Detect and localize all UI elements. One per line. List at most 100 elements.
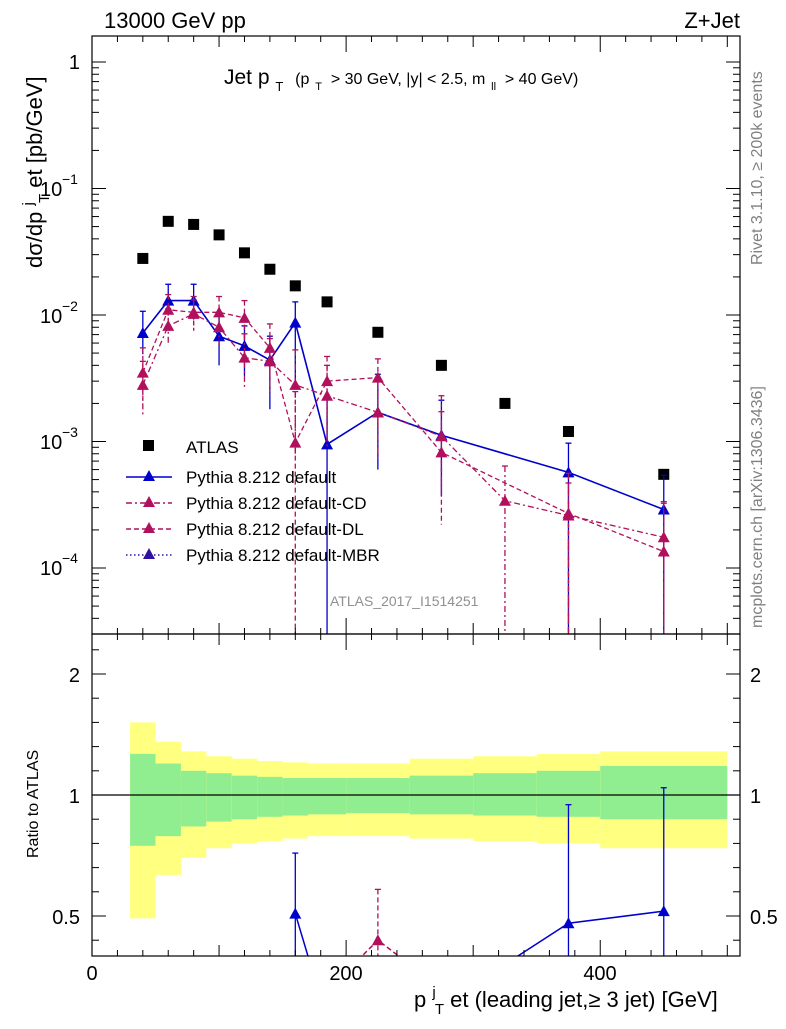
legend-label-dl: Pythia 8.212 default-DL <box>186 520 364 539</box>
ytick-1e-4: 10 −4 <box>40 550 78 580</box>
legend-marker-dl <box>143 522 155 533</box>
series-3-point-8 <box>371 371 384 383</box>
xlabel-j: j <box>431 984 435 1001</box>
series-2-point-4 <box>238 351 251 363</box>
main-ylabel-b: et [pb/GeV] <box>22 76 47 187</box>
atlas-point-0 <box>137 252 149 264</box>
ratio-1-point-1 <box>371 934 384 946</box>
ytick-1e-2: 10 −2 <box>40 298 78 328</box>
series-3-point-2 <box>187 306 200 318</box>
legend-label-default: Pythia 8.212 default <box>186 468 337 487</box>
main-ylabel-a: dσ/dp <box>22 212 47 268</box>
xlabel-T: T <box>435 1001 444 1018</box>
ratio-0-point-3 <box>435 963 447 974</box>
main-plot-series <box>136 215 670 634</box>
atlas-point-11 <box>562 425 574 437</box>
band-inner-4 <box>231 775 258 820</box>
series-3-point-7 <box>321 375 334 387</box>
atlas-point-4 <box>238 247 250 259</box>
ratio-0-point-5 <box>562 917 575 929</box>
series-3-point-6 <box>289 436 302 448</box>
series-3-point-0 <box>136 366 149 378</box>
band-inner-3 <box>206 773 232 822</box>
ytick-1e-4-base: 10 <box>40 558 62 580</box>
band-inner-5 <box>257 776 283 817</box>
axis-ticks <box>91 36 740 956</box>
legend-label-mbr: Pythia 8.212 default-MBR <box>186 546 380 565</box>
atlas-point-5 <box>264 263 276 275</box>
series-2-point-1 <box>162 319 175 331</box>
legend: ATLAS Pythia 8.212 default Pythia 8.212 … <box>126 438 380 565</box>
xlabel-rest: et (leading jet,≥ 3 jet) [GeV] <box>450 987 718 1012</box>
atlas-point-2 <box>188 218 200 230</box>
band-inner-6 <box>282 778 308 816</box>
band-inner-10 <box>473 773 537 816</box>
atlas-point-8 <box>372 326 384 338</box>
ytick-1e-2-exp: −2 <box>62 298 78 314</box>
main-frame <box>91 35 741 635</box>
band-inner-7 <box>308 778 347 815</box>
band-inner-1 <box>155 763 181 837</box>
xtick-0: 0 <box>86 963 97 985</box>
ytick-1: 1 <box>69 52 80 74</box>
legend-marker-cd <box>143 496 155 507</box>
xlabel-p: p <box>414 987 426 1012</box>
series-3-point-4 <box>238 311 251 323</box>
ratio-ytick-left-2: 2 <box>69 665 80 687</box>
series-1-point-6 <box>289 316 302 328</box>
main-title-cut-rest: > 30 GeV, |y| < 2.5, m <box>331 71 485 88</box>
ratio-0-point-6 <box>657 905 670 917</box>
main-ylabel-T: T <box>36 194 53 203</box>
ytick-1e-4-exp: −4 <box>62 550 78 566</box>
band-inner-0 <box>130 753 156 846</box>
series-1-point-10 <box>562 466 575 478</box>
atlas-point-10 <box>499 397 511 409</box>
atlas-point-1 <box>162 215 174 227</box>
series-1-point-0 <box>136 327 149 339</box>
band-inner-8 <box>346 778 410 814</box>
ratio-uncertainty-bands <box>92 722 740 919</box>
main-title-sub: T <box>275 79 283 94</box>
series-3-point-3 <box>213 306 226 318</box>
ytick-1e-1: 10 −1 <box>40 171 78 201</box>
ratio-0-point-4 <box>499 958 511 969</box>
ytick-1e-3-exp: −3 <box>62 424 78 440</box>
series-2-point-10 <box>498 494 511 506</box>
legend-label-cd: Pythia 8.212 default-CD <box>186 494 367 513</box>
xlabel: p j T et (leading jet,≥ 3 jet) [GeV] <box>414 977 718 1019</box>
ratio-ytick-right-05: 0.5 <box>750 907 778 929</box>
main-ylabel-j: j <box>20 202 37 206</box>
ratio-ytick-right-2: 2 <box>750 665 761 687</box>
series-2-point-6 <box>289 378 302 390</box>
ytick-1e-3-base: 10 <box>40 432 62 454</box>
ratio-0-point-1 <box>321 1014 333 1024</box>
header-right: Z+Jet <box>684 8 740 33</box>
series-1-point-7 <box>321 438 334 450</box>
atlas-point-6 <box>289 280 301 292</box>
ratio-ytick-right-1: 1 <box>750 786 761 808</box>
legend-marker-mbr <box>143 548 155 559</box>
ratio-0-point-2 <box>372 975 384 986</box>
main-title-text: Jet p <box>224 66 270 89</box>
series-2-point-3 <box>213 321 226 333</box>
ytick-1e-2-base: 10 <box>40 306 62 328</box>
atlas-point-3 <box>213 229 225 241</box>
atlas-point-7 <box>321 296 333 308</box>
series-line-3 <box>142 309 665 553</box>
series-line-1 <box>142 299 665 511</box>
ratio-ytick-left-1: 1 <box>69 786 80 808</box>
ytick-1e-3: 10 −3 <box>40 424 78 454</box>
ytick-1e-1-base: 10 <box>40 179 62 201</box>
main-ylabel: dσ/dp j T et [pb/GeV] <box>13 76 54 268</box>
mcplots-label: mcplots.cern.ch [arXiv:1306.3436] <box>749 386 766 628</box>
rivet-label: Rivet 3.1.10, ≥ 200k events <box>749 71 766 265</box>
header-left: 13000 GeV pp <box>104 8 246 33</box>
series-3-point-5 <box>263 341 276 353</box>
series-3-point-1 <box>162 303 175 315</box>
atlas-point-9 <box>435 359 447 371</box>
main-title: Jet p T (p T > 30 GeV, |y| < 2.5, m ll >… <box>224 66 578 96</box>
main-title-cut-ll: ll <box>491 81 496 93</box>
xtick-400: 400 <box>583 963 616 985</box>
main-title-cut: (p <box>295 71 309 88</box>
